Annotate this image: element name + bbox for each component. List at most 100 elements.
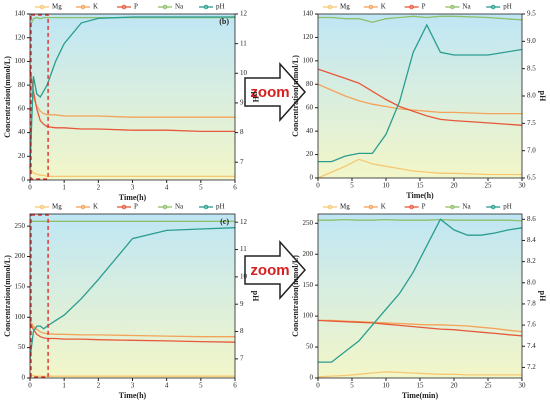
series-line <box>318 218 523 222</box>
x-axis-title: Time(h) <box>119 193 147 202</box>
x-tick-label: 2 <box>97 184 101 192</box>
series-line <box>318 15 523 23</box>
y2-tick-label: 8.4 <box>527 236 536 244</box>
legend-marker <box>409 4 414 10</box>
y2-tick-label: 8.5 <box>527 64 536 72</box>
x-axis-title: Time(min) <box>402 391 439 400</box>
legend-marker <box>327 4 333 10</box>
zoom-arrow: zoom <box>244 62 307 122</box>
legend-marker <box>368 4 374 10</box>
legend-label: pH <box>216 3 225 11</box>
y2-tick-label: 7 <box>240 354 244 362</box>
series-line <box>317 68 523 126</box>
legend-label: Mg <box>340 203 350 211</box>
x-tick-label: 3 <box>131 382 135 390</box>
legend-label: K <box>381 203 386 211</box>
y2-tick-label: 7.0 <box>527 146 536 154</box>
x-tick-label: 0 <box>316 182 320 190</box>
x-tick-label: 1 <box>62 382 66 390</box>
y2-axis-title: pH <box>538 291 547 302</box>
panel-label: (c) <box>220 217 229 226</box>
x-tick-label: 2 <box>97 382 101 390</box>
y2-axis-title: pH <box>538 91 547 102</box>
y-tick-label: 0 <box>22 374 26 382</box>
legend-label: P <box>422 203 426 211</box>
legend-label: K <box>93 3 98 11</box>
y2-tick-label: 9.5 <box>527 10 536 18</box>
y-tick-label: 140 <box>303 10 314 18</box>
y-tick-label: 100 <box>15 57 26 65</box>
plot-frame <box>317 13 523 179</box>
y2-tick-label: 7.4 <box>527 342 536 350</box>
x-tick-label: 20 <box>451 382 459 390</box>
y2-tick-label: 10 <box>240 69 248 77</box>
legend-marker <box>368 204 374 210</box>
legend-label: pH <box>503 3 512 11</box>
series-line <box>29 322 236 343</box>
x-tick-label: 15 <box>417 382 425 390</box>
y-axis-title: Concentration(mmol/L) <box>3 56 12 138</box>
x-tick-label: 10 <box>383 182 391 190</box>
y-tick-label: 60 <box>306 103 314 111</box>
y-tick-label: 100 <box>303 56 314 64</box>
y-axis-title: Concentration(mmol/L) <box>291 55 300 137</box>
y2-tick-label: 8 <box>240 327 244 335</box>
y2-tick-label: 12 <box>240 10 248 18</box>
x-tick-label: 15 <box>417 182 425 190</box>
y2-tick-label: 8.0 <box>527 92 536 100</box>
y-axis-title: Concentration(mmol/L) <box>3 255 12 337</box>
x-tick-label: 6 <box>233 184 237 192</box>
legend-label: Mg <box>52 203 62 211</box>
legend-marker <box>327 204 333 210</box>
legend-label: Mg <box>52 3 62 11</box>
legend-marker <box>450 204 455 210</box>
legend-label: pH <box>503 203 512 211</box>
x-tick-label: 5 <box>350 382 354 390</box>
y-tick-label: 150 <box>15 282 26 290</box>
y2-tick-label: 8.6 <box>527 215 536 223</box>
legend-marker <box>162 204 168 210</box>
legend-marker <box>203 4 209 10</box>
x-tick-label: 20 <box>451 182 459 190</box>
series-line <box>29 167 235 178</box>
y-tick-label: 250 <box>303 219 314 227</box>
legend-label: P <box>134 3 138 11</box>
plot-area <box>30 14 235 180</box>
y-tick-label: 0 <box>310 174 314 182</box>
x-tick-label: 30 <box>519 182 527 190</box>
x-tick-label: 30 <box>519 382 527 390</box>
legend-label: K <box>381 3 386 11</box>
y-tick-label: 40 <box>306 127 314 135</box>
plot-frame <box>317 213 523 379</box>
y2-tick-label: 9.0 <box>527 37 536 45</box>
y-tick-label: 120 <box>303 33 314 41</box>
y-tick-label: 40 <box>18 128 26 136</box>
legend-label: Na <box>175 203 184 211</box>
y2-tick-label: 8 <box>240 128 244 136</box>
plot-area <box>318 214 522 378</box>
series-line <box>318 218 523 363</box>
x-tick-label: 4 <box>165 184 169 192</box>
y-tick-label: 60 <box>18 104 26 112</box>
legend-marker <box>121 204 127 210</box>
legend-label: Na <box>462 3 471 11</box>
y2-tick-label: 8.0 <box>527 278 536 286</box>
x-tick-label: 10 <box>383 382 391 390</box>
x-tick-label: 1 <box>62 184 66 192</box>
zoom-label: zoom <box>250 84 289 101</box>
y-tick-label: 150 <box>303 281 314 289</box>
zoom-label: zoom <box>250 262 289 279</box>
legend-marker <box>162 4 168 10</box>
panel-label: (b) <box>219 17 229 26</box>
y-tick-label: 0 <box>22 176 26 184</box>
legend-label: Na <box>462 203 471 211</box>
y-tick-label: 100 <box>303 312 314 320</box>
y2-tick-label: 9 <box>240 99 244 107</box>
plot-area <box>30 214 235 378</box>
x-axis-title: Time(h) <box>406 191 434 200</box>
series-line <box>317 319 523 337</box>
legend-label: Na <box>175 3 184 11</box>
y2-tick-label: 8.2 <box>527 257 536 265</box>
legend-marker <box>203 204 209 210</box>
x-tick-label: 5 <box>199 184 203 192</box>
